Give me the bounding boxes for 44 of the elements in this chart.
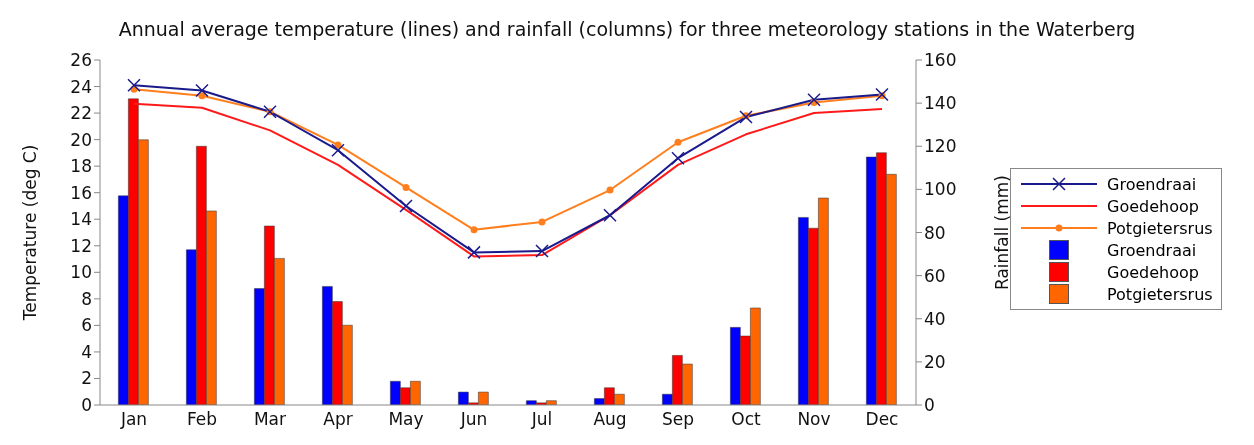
y-tick-label: 18 [70, 156, 92, 177]
y2-tick-label: 100 [924, 179, 957, 200]
x-tick-label: Feb [186, 409, 218, 430]
legend-label: Goedehoop [1107, 262, 1199, 282]
y2-tick-label: 80 [924, 222, 946, 243]
chart-title: Annual average temperature (lines) and rainfall (columns) for three meteorology stations in the Waterberg [117, 18, 1137, 40]
y-axis-title: Temperature (deg C) [20, 144, 41, 322]
y-tick-label: 8 [81, 288, 92, 309]
y-tick-label: 2 [81, 368, 92, 389]
y-tick-label: 6 [81, 315, 92, 336]
legend-label: Groendraai [1107, 174, 1197, 194]
y2-tick-label: 20 [924, 351, 946, 372]
y-tick-label: 12 [70, 235, 92, 256]
y-tick-label: 26 [70, 50, 92, 71]
legend-label: Potgietersrus [1107, 218, 1213, 238]
y-tick-label: 10 [70, 262, 92, 283]
y-tick-label: 20 [70, 129, 92, 150]
y-tick-label: 22 [70, 103, 92, 124]
x-tick-label: Jan [119, 409, 148, 430]
x-tick-label: Aug [593, 409, 627, 430]
y-tick-label: 24 [70, 76, 92, 97]
y2-tick-label: 40 [924, 308, 946, 329]
x-tick-label: May [388, 409, 424, 430]
y-tick-label: 14 [70, 209, 92, 230]
x-tick-label: Sep [661, 409, 695, 430]
y2-tick-label: 0 [924, 395, 935, 416]
x-tick-label: Dec [865, 409, 899, 430]
x-tick-label: Mar [253, 409, 287, 430]
x-tick-label: Nov [797, 409, 831, 430]
y2-tick-label: 140 [924, 93, 957, 114]
x-tick-label: Jul [530, 409, 553, 430]
y-tick-label: 0 [81, 395, 92, 416]
x-tick-label: Oct [731, 409, 762, 430]
x-tick-label: Apr [323, 409, 353, 430]
x-tick-label: Jun [459, 409, 488, 430]
y2-tick-label: 160 [924, 50, 957, 71]
legend-label: Groendraai [1107, 240, 1197, 260]
y-tick-label: 16 [70, 182, 92, 203]
y2-axis-title: Rainfall (mm) [992, 175, 1013, 290]
y-tick-label: 4 [81, 341, 92, 362]
legend-label: Goedehoop [1107, 196, 1199, 216]
y2-tick-label: 120 [924, 136, 957, 157]
y2-tick-label: 60 [924, 265, 946, 286]
legend-label: Potgietersrus [1107, 284, 1213, 304]
